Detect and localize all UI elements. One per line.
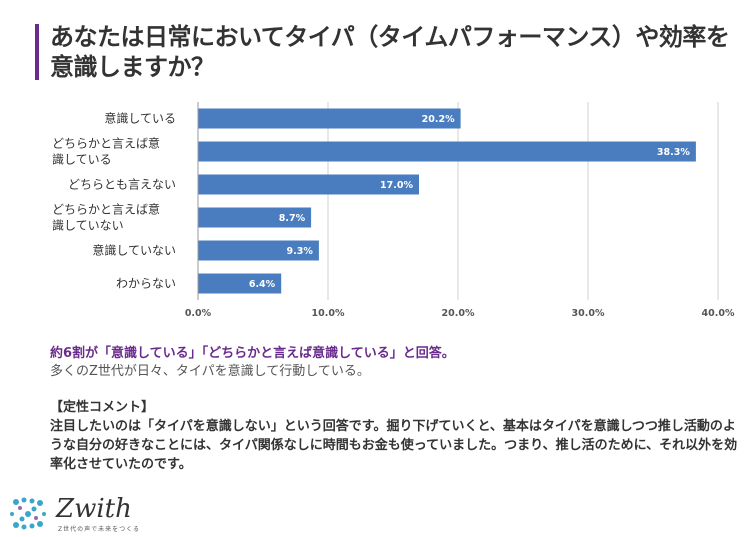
- bar-value-label: 6.4%: [249, 279, 276, 290]
- comment-heading: 【定性コメント】: [50, 400, 155, 415]
- bar: [198, 240, 319, 261]
- logo-mark-icon: [10, 497, 46, 530]
- category-label: どちらとも言えない: [68, 178, 176, 192]
- category-label: 意識している: [104, 111, 176, 126]
- x-tick-label: 40.0%: [702, 308, 735, 319]
- summary-headline: 約6割が「意識している」「どちらかと言えば意識している」と回答。: [50, 346, 455, 361]
- bar: [198, 273, 282, 294]
- x-tick-label: 30.0%: [572, 308, 605, 319]
- category-label: どちらかと言えば意識している: [52, 136, 160, 167]
- zwith-logo: Zwith Z世代の声で未来をつくる: [8, 494, 168, 534]
- x-tick-label: 0.0%: [185, 308, 212, 319]
- summary-subtext: 多くのZ世代が日々、タイパを意識して行動している。: [50, 364, 370, 379]
- page-title: あなたは日常においてタイパ（タイムパフォーマンス）や効率を意識しますか？: [50, 23, 730, 81]
- bar-value-label: 20.2%: [422, 114, 455, 125]
- bar: [198, 207, 312, 228]
- x-tick-label: 20.0%: [442, 308, 475, 319]
- logo-tagline: Z世代の声で未来をつくる: [58, 526, 140, 533]
- category-label: わからない: [116, 277, 176, 291]
- bar-value-label: 38.3%: [657, 147, 690, 158]
- x-tick-label: 10.0%: [312, 308, 345, 319]
- title-accent-bar: [35, 24, 39, 80]
- bar: [198, 141, 696, 162]
- logo-wordmark: Zwith: [56, 494, 132, 524]
- summary-block: 約6割が「意識している」「どちらかと言えば意識している」と回答。 多くのZ世代が…: [50, 345, 740, 381]
- category-label: 意識していない: [92, 243, 176, 258]
- bar: [198, 108, 461, 129]
- bar-value-label: 9.3%: [287, 246, 314, 257]
- bar-value-label: 17.0%: [380, 180, 413, 191]
- category-label: どちらかと言えば意識していない: [52, 202, 160, 233]
- comment-body: 注目したいのは「タイパを意識しない」という回答です。掘り下げていくと、基本はタイ…: [50, 419, 738, 472]
- qualitative-comment: 【定性コメント】 注目したいのは「タイパを意識しない」という回答です。掘り下げて…: [50, 398, 740, 474]
- bar-value-label: 8.7%: [279, 213, 306, 224]
- bar-chart: 0.0% 10.0% 20.0% 30.0% 40.0% 20.2% 意識している 38.3%…: [52, 102, 735, 319]
- bar: [198, 174, 419, 195]
